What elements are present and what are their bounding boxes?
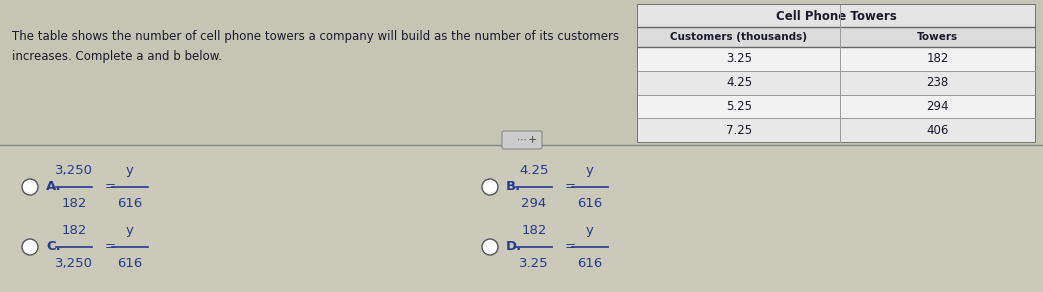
Bar xyxy=(0,145,1043,292)
Text: 3.25: 3.25 xyxy=(726,52,752,65)
Text: 294: 294 xyxy=(522,197,547,210)
Text: y: y xyxy=(126,224,134,237)
Text: 4.25: 4.25 xyxy=(519,164,549,177)
Circle shape xyxy=(482,239,498,255)
Text: =: = xyxy=(564,241,576,253)
Text: 616: 616 xyxy=(578,197,603,210)
Text: 182: 182 xyxy=(62,224,87,237)
Text: 3,250: 3,250 xyxy=(55,164,93,177)
Text: 294: 294 xyxy=(926,100,949,113)
Text: 5.25: 5.25 xyxy=(726,100,752,113)
Bar xyxy=(638,95,1035,118)
Text: The table shows the number of cell phone towers a company will build as the numb: The table shows the number of cell phone… xyxy=(13,30,620,63)
Text: =: = xyxy=(564,180,576,194)
Text: 182: 182 xyxy=(926,52,949,65)
Text: y: y xyxy=(586,224,593,237)
Text: 616: 616 xyxy=(578,257,603,270)
Text: A.: A. xyxy=(46,180,62,194)
Text: 3,250: 3,250 xyxy=(55,257,93,270)
Text: 238: 238 xyxy=(926,76,949,89)
Text: Cell Phone Towers: Cell Phone Towers xyxy=(776,10,897,22)
Text: 616: 616 xyxy=(118,197,143,210)
Text: Towers: Towers xyxy=(917,32,959,42)
Text: y: y xyxy=(126,164,134,177)
Text: 7.25: 7.25 xyxy=(726,124,752,137)
Bar xyxy=(638,71,1035,95)
Circle shape xyxy=(482,179,498,195)
FancyBboxPatch shape xyxy=(502,131,542,149)
Bar xyxy=(0,0,1043,145)
Bar xyxy=(638,27,1035,47)
Circle shape xyxy=(22,239,38,255)
Text: 4.25: 4.25 xyxy=(726,76,752,89)
Text: C.: C. xyxy=(46,241,60,253)
Bar xyxy=(638,47,1035,71)
Text: 182: 182 xyxy=(62,197,87,210)
Text: 616: 616 xyxy=(118,257,143,270)
Text: Customers (thousands): Customers (thousands) xyxy=(671,32,807,42)
Circle shape xyxy=(22,179,38,195)
Bar xyxy=(638,5,1035,27)
Text: B.: B. xyxy=(506,180,522,194)
Text: ⋯: ⋯ xyxy=(517,135,527,145)
Bar xyxy=(638,118,1035,142)
Text: 406: 406 xyxy=(926,124,949,137)
Text: =: = xyxy=(104,241,116,253)
Bar xyxy=(638,5,1035,142)
Text: =: = xyxy=(104,180,116,194)
Text: +: + xyxy=(528,135,537,145)
Text: D.: D. xyxy=(506,241,523,253)
Text: 182: 182 xyxy=(522,224,547,237)
Text: y: y xyxy=(586,164,593,177)
Text: 3.25: 3.25 xyxy=(519,257,549,270)
